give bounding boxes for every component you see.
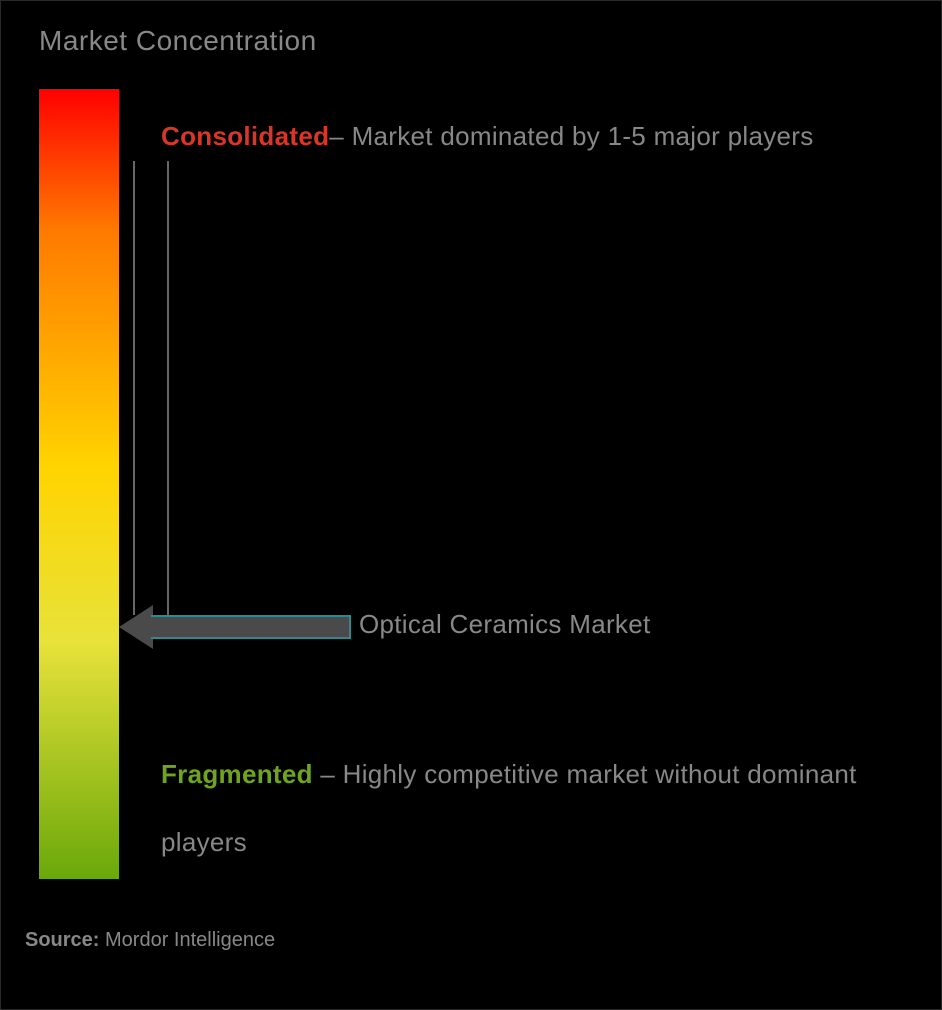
concentration-gradient-bar bbox=[39, 89, 119, 879]
connector-line-1 bbox=[133, 161, 135, 615]
consolidated-description: Consolidated– Market dominated by 1-5 ma… bbox=[161, 103, 891, 171]
market-indicator-arrow bbox=[119, 605, 329, 645]
consolidated-label: Consolidated bbox=[161, 121, 329, 151]
market-name-label: Optical Ceramics Market bbox=[359, 609, 651, 640]
arrow-head bbox=[119, 605, 153, 649]
source-text: Mordor Intelligence bbox=[99, 929, 275, 951]
fragmented-description: Fragmented – Highly competitive market w… bbox=[161, 741, 891, 876]
consolidated-text: – Market dominated by 1-5 major players bbox=[329, 121, 813, 151]
arrow-body bbox=[151, 615, 351, 639]
infographic-container: Market Concentration Consolidated– Marke… bbox=[0, 0, 942, 1010]
source-prefix: Source: bbox=[25, 929, 99, 951]
connector-line-2 bbox=[167, 161, 169, 623]
fragmented-label: Fragmented bbox=[161, 759, 313, 789]
chart-title: Market Concentration bbox=[39, 25, 317, 57]
source-attribution: Source: Mordor Intelligence bbox=[25, 929, 275, 952]
